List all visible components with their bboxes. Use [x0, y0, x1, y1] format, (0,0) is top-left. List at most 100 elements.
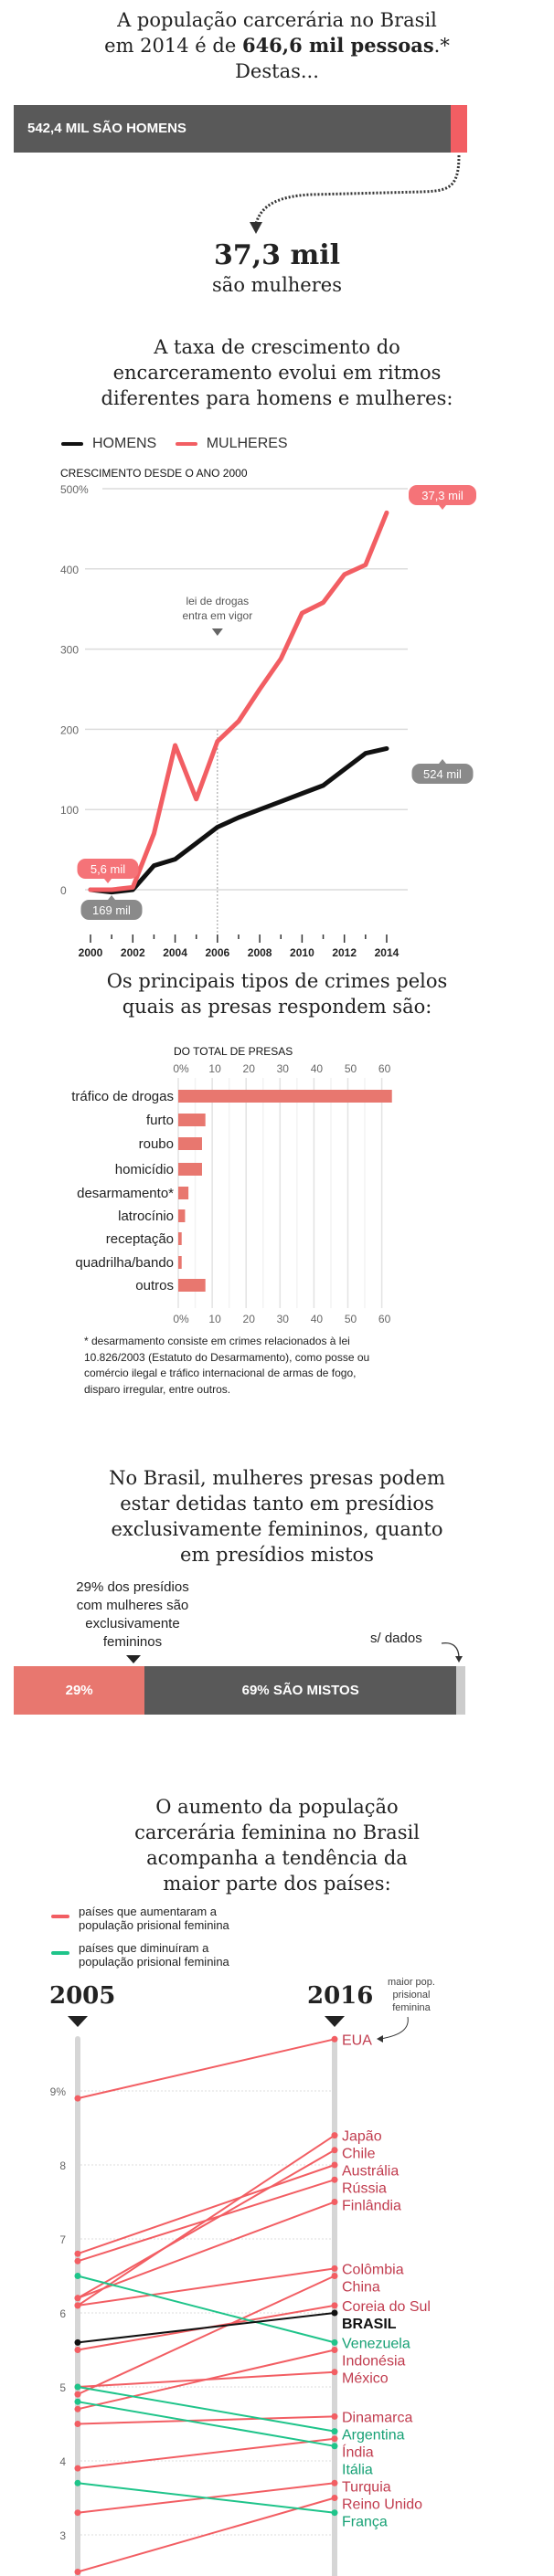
bubble-men-end-text: 524 mil: [423, 767, 462, 781]
crimes-footnote: * desarmamento consiste em crimes relaci…: [84, 1334, 369, 1398]
legend-up-line: população prisional feminina: [79, 1918, 229, 1932]
country-label: Reino Unido: [342, 2497, 422, 2512]
x-tick-label: 2000: [79, 946, 103, 959]
footnote-line: 10.826/2003 (Estatuto do Desarmamento), …: [84, 1350, 370, 1364]
crimes-chart: 0% 0% 10 10 20 20 30 30 40 40 50 50 60 60 tráfico de d…: [71, 1062, 392, 1325]
country-label: Turquia: [342, 2479, 391, 2495]
segment-mixed-label: 69% SÃO MISTOS: [241, 1683, 359, 1698]
crimes-title: Os principais tipos de crimes pelos quai…: [0, 968, 554, 1019]
slope-itália-dot-2005: [74, 2398, 81, 2405]
slope-itália-line: [77, 2401, 336, 2447]
y-tick-label: 0: [60, 884, 67, 897]
triangle-2016-icon: [325, 2016, 345, 2027]
country-label: Japão: [342, 2129, 382, 2145]
bubble-men-end: [411, 764, 474, 784]
slope-coreia-do-sul-dot-2016: [331, 2302, 338, 2309]
footnote-line: disparo irregular, entre outros.: [84, 1382, 231, 1396]
world-title: O aumento da população carcerária femini…: [0, 1794, 554, 1896]
year-2005: 2005: [49, 1982, 116, 2010]
segment-no-data: [456, 1666, 465, 1715]
world-title-line: acompanha a tendência da: [146, 1847, 408, 1869]
intro-line-1: A população carcerária no Brasil: [117, 9, 437, 31]
growth-chart: 0 100 200 300 400 500% lei de drogas entra em v…: [60, 483, 476, 959]
country-label: Colômbia: [342, 2262, 404, 2277]
crimes-title-line: Os principais tipos de crimes pelos: [106, 970, 448, 992]
country-label: México: [342, 2370, 389, 2386]
bar-receptação: [178, 1232, 182, 1245]
legend-swatch-down: [51, 1951, 69, 1955]
segment-exclusive: 29%: [14, 1666, 145, 1715]
x-tick-label: 2002: [121, 946, 145, 959]
slope-méxico-line: [77, 2370, 336, 2388]
bubble-women-end: [409, 485, 476, 505]
legend-swatch-up: [51, 1915, 69, 1918]
asterisk: .*: [433, 35, 450, 57]
bar-outros: [178, 1279, 206, 1292]
country-label: Itália: [342, 2462, 373, 2477]
dotted-arrow-path: [254, 154, 461, 225]
women-subtitle: são mulheres: [212, 274, 342, 296]
y-tick-label: 3: [59, 2529, 66, 2542]
category-label: receptação: [106, 1231, 174, 1247]
prisons-title-line: estar detidas tanto em presídios: [120, 1493, 434, 1515]
women-segment: [451, 105, 467, 153]
bubble-women-start-text: 5,6 mil: [91, 862, 125, 876]
slope-itália-dot-2016: [331, 2443, 338, 2450]
bubble-men-start-tail: [108, 895, 115, 900]
slope-colômbia-dot-2005: [74, 2302, 81, 2309]
country-label: Finlândia: [342, 2199, 401, 2214]
bar-homicídio: [178, 1163, 202, 1176]
x-tick-label-bottom: 30: [277, 1313, 290, 1325]
x-tick-label: 2006: [205, 946, 229, 959]
world-title-line: O aumento da população: [155, 1796, 399, 1818]
legend-up-line: países que aumentaram a: [79, 1905, 218, 1918]
arrow-head-icon: [250, 222, 262, 234]
growth-legend: HOMENS MULHERES: [61, 436, 288, 452]
y-tick-label: 9%: [50, 2085, 67, 2098]
segment-exclusive-label: 29%: [65, 1683, 93, 1698]
slope-turquia-dot-2005: [74, 2509, 81, 2517]
slope-china-line: [77, 2275, 336, 2396]
world-title-line: carcerária feminina no Brasil: [134, 1821, 420, 1843]
slope-frança-dot-2005: [74, 2479, 81, 2486]
slope-finlândia-dot-2005: [74, 2295, 81, 2302]
x-tick-label-top: 0%: [173, 1062, 189, 1075]
x-tick-label-bottom: 0%: [173, 1313, 189, 1325]
footnote-line: comércio ilegal e tráfico internacional …: [84, 1367, 357, 1379]
growth-title-line: encarceramento evolui em ritmos: [112, 362, 442, 384]
slope-brasil-line: [77, 2312, 336, 2344]
top-note-line: feminina: [392, 2002, 431, 2013]
country-label: Indonésia: [342, 2353, 405, 2369]
x-tick-label-top: 50: [345, 1062, 357, 1075]
slope-frança-line: [77, 2482, 336, 2514]
x-tick-label-top: 10: [208, 1062, 221, 1075]
slope-indonésia-dot-2016: [331, 2347, 338, 2353]
x-tick-label: 2010: [290, 946, 314, 959]
y-tick-label: 100: [60, 804, 79, 817]
slope-eua-dot-2005: [74, 2095, 81, 2102]
country-label: Índia: [342, 2443, 374, 2460]
slope-austrália-dot-2016: [331, 2161, 338, 2169]
note-arrow: [379, 2016, 409, 2040]
country-label: França: [342, 2514, 388, 2529]
prisons-title: No Brasil, mulheres presas podem estar d…: [0, 1465, 554, 1568]
slope-venezuela-line: [77, 2275, 336, 2344]
y-tick-label: 8: [59, 2159, 66, 2172]
slope-turquia-dot-2016: [331, 2479, 338, 2486]
legend-up: países que aumentaram a população prisio…: [51, 1905, 229, 1932]
slope-venezuela-dot-2016: [331, 2338, 338, 2346]
slope-finlândia-line: [77, 2201, 336, 2299]
slope-méxico-dot-2016: [331, 2369, 338, 2376]
prisons-title-line: em presídios mistos: [180, 1544, 374, 1566]
slope-austrália-dot-2005: [74, 2250, 81, 2257]
bar-quadrilha-bando: [178, 1256, 182, 1269]
slope-brasil-dot-2005: [74, 2338, 81, 2346]
x-tick-label-bottom: 50: [345, 1313, 357, 1325]
bubble-men-end-tail: [439, 759, 446, 764]
category-label: tráfico de drogas: [71, 1089, 174, 1104]
category-label: furto: [146, 1113, 174, 1128]
annotation-triangle-icon: [126, 1655, 141, 1663]
series-line-homens: [88, 745, 389, 895]
slope-rússia-dot-2016: [331, 2176, 338, 2183]
